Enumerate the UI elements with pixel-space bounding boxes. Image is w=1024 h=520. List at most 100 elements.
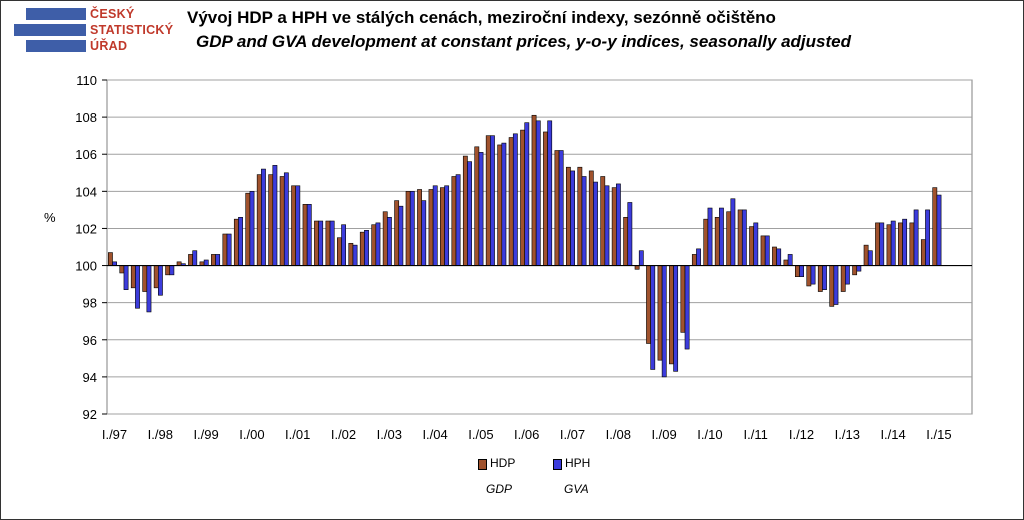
bar-hph (386, 217, 392, 266)
bar-hdp (886, 224, 892, 266)
bar-hph (524, 122, 530, 266)
bar-hph (341, 224, 346, 266)
bar-hdp (165, 265, 171, 276)
bar-hdp (817, 265, 823, 292)
csu-logo-mark (14, 8, 86, 52)
x-tick-label: I./15 (926, 427, 951, 442)
bar-hdp (714, 217, 720, 266)
bar-hph (226, 233, 232, 266)
bar-hdp (268, 174, 274, 266)
bar-hdp (565, 166, 571, 266)
bar-hdp (497, 144, 503, 266)
bar-hph (249, 191, 255, 266)
y-tick-label: 100 (75, 259, 97, 274)
bar-hph (741, 209, 747, 266)
bar-hph (192, 250, 198, 266)
bar-hdp (863, 244, 869, 266)
bar-hph (135, 265, 140, 309)
bar-hdp (302, 204, 308, 266)
bar-hph (478, 152, 484, 266)
bar-hph (238, 217, 243, 266)
bar-hdp (726, 211, 732, 266)
bar-hph (627, 202, 633, 266)
bar-hdp (852, 265, 858, 276)
bar-hph (776, 248, 782, 266)
chart-title: Vývoj HDP a HPH ve stálých cenách, mezir… (187, 8, 776, 27)
bar-hph (650, 265, 656, 370)
bar-hph (421, 200, 427, 266)
bar-hph (306, 204, 312, 266)
bar-hph (902, 218, 908, 266)
x-tick-label: I./09 (651, 427, 676, 442)
bar-hdp (680, 265, 686, 333)
bar-hdp (336, 237, 342, 266)
series-hph (112, 120, 942, 378)
bar-hph (375, 222, 381, 266)
bar-hdp (382, 211, 388, 266)
bar-hdp (772, 246, 777, 266)
bar-hph (364, 230, 369, 266)
bar-hdp (325, 220, 331, 266)
bar-hph (593, 181, 598, 266)
x-tick-label: I./99 (193, 427, 218, 442)
csu-logo: ČESKÝ STATISTICKÝ ÚŘAD (14, 4, 174, 64)
bar-hph (661, 265, 667, 378)
chart-subtitle: GDP and GVA development at constant pric… (196, 32, 851, 51)
bar-hdp (875, 222, 880, 266)
bar-hph (879, 222, 885, 266)
bar-hph (936, 194, 942, 266)
legend-label-hdp: HDP (490, 456, 516, 470)
bar-hdp (840, 265, 846, 292)
bar-hdp (737, 209, 743, 266)
bar-hdp (485, 135, 491, 266)
bar-hdp (600, 176, 606, 266)
bar-hdp (348, 242, 354, 266)
bar-hdp (417, 189, 422, 266)
bar-hph (673, 265, 679, 372)
bar-hph (753, 222, 759, 266)
bar-hdp (428, 189, 434, 266)
bar-hdp (108, 252, 113, 266)
bar-hph (432, 185, 438, 266)
bar-hph (822, 265, 827, 290)
bar-hph (261, 168, 266, 266)
legend-swatch-hph (553, 459, 562, 470)
bar-hdp (669, 265, 674, 365)
bar-hph (558, 150, 564, 266)
bar-hph (352, 244, 358, 266)
x-tick-label: I./08 (606, 427, 631, 442)
bar-hdp (829, 265, 835, 307)
bar-hdp (405, 191, 411, 266)
bar-hdp (646, 265, 651, 344)
bar-hdp (531, 114, 537, 266)
bar-hdp (749, 226, 754, 266)
bar-hph (810, 265, 816, 285)
bar-hdp (657, 265, 663, 361)
bar-hdp (588, 170, 594, 266)
y-tick-label: 104 (75, 184, 97, 199)
bar-hdp (119, 265, 125, 274)
legend-label-hph: HPH (565, 456, 591, 470)
x-tick-label: I./97 (102, 427, 127, 442)
bar-hph (707, 207, 713, 266)
logo-line1: ČESKÝ (90, 7, 135, 21)
series-hdp (108, 114, 938, 365)
bar-hph (146, 265, 152, 313)
bar-hph (123, 265, 129, 290)
bar-hph (444, 185, 450, 266)
bar-hdp (554, 150, 560, 266)
legend-sub-gdp: GDP (486, 482, 513, 496)
x-tick-label: I./03 (377, 427, 402, 442)
y-tick-label: 98 (83, 296, 97, 311)
bar-hph (696, 248, 701, 266)
bar-hph (867, 250, 873, 266)
bar-hdp (909, 222, 915, 266)
bar-hdp (371, 224, 377, 266)
bar-hph (890, 220, 896, 266)
legend-swatch-hdp (478, 459, 487, 470)
bar-hph (490, 135, 495, 266)
y-tick-label: 108 (75, 110, 97, 125)
bar-hdp (245, 192, 251, 266)
logo-line2: STATISTICKÝ (90, 23, 174, 37)
bar-hdp (920, 239, 926, 266)
